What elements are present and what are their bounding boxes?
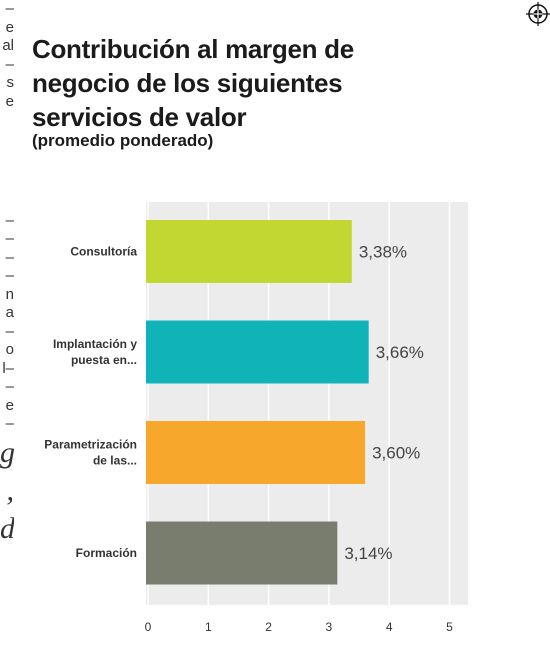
x-tick-label: 5 xyxy=(446,620,453,634)
x-tick-label: 3 xyxy=(326,620,333,634)
adjacent-text-fragment: e xyxy=(5,92,14,110)
adjacent-text-fragment: d xyxy=(0,511,14,545)
category-label: Formación xyxy=(76,546,137,560)
adjacent-text-fragment: e xyxy=(5,18,14,36)
data-label: 3,14% xyxy=(344,544,392,563)
adjacent-text-fragment: – xyxy=(5,415,14,432)
bar xyxy=(146,320,369,384)
data-label: 3,60% xyxy=(372,444,420,463)
x-tick-label: 0 xyxy=(145,620,152,634)
adjacent-column-text: – e al – s e – – – – n a – o l– – e – g, d xyxy=(0,0,14,662)
category-label: de las... xyxy=(93,454,137,468)
data-label: 3,38% xyxy=(359,243,407,262)
bar xyxy=(146,521,338,585)
adjacent-text-fragment: – xyxy=(5,378,14,395)
x-tick-label: 1 xyxy=(205,620,212,634)
adjacent-text-fragment: – xyxy=(5,230,14,247)
adjacent-text-fragment: – xyxy=(5,248,14,266)
adjacent-text-fragment: l– xyxy=(2,359,14,377)
category-label: Implantación y xyxy=(53,337,137,351)
adjacent-text-fragment: al xyxy=(2,37,14,54)
category-label: puesta en... xyxy=(71,353,137,367)
data-label: 3,66% xyxy=(376,343,424,362)
adjacent-text-fragment: – xyxy=(5,211,14,229)
category-label: Consultoría xyxy=(70,245,137,259)
adjacent-text-fragment: n xyxy=(5,285,14,303)
adjacent-text-fragment: – xyxy=(5,55,14,73)
adjacent-text-fragment: – xyxy=(5,322,14,340)
chart-subtitle: (promedio ponderado) xyxy=(32,131,214,150)
category-label: Parametrización xyxy=(44,438,137,452)
x-tick-label: 4 xyxy=(386,620,393,634)
adjacent-text-fragment: – xyxy=(5,0,14,17)
bar xyxy=(146,421,366,484)
adjacent-text-fragment: e xyxy=(5,396,14,414)
registration-target-icon xyxy=(526,2,550,26)
x-tick-label: 2 xyxy=(265,620,272,634)
adjacent-text-fragment: a xyxy=(5,304,14,321)
adjacent-text-fragment: , xyxy=(6,473,15,507)
adjacent-text-fragment: g xyxy=(0,435,14,469)
adjacent-text-fragment: – xyxy=(5,267,14,284)
bar xyxy=(146,220,352,283)
chart-title: Contribución al margen de negocio de los… xyxy=(32,34,354,132)
adjacent-text-fragment: s xyxy=(6,74,15,91)
adjacent-text-fragment: o xyxy=(5,341,14,358)
